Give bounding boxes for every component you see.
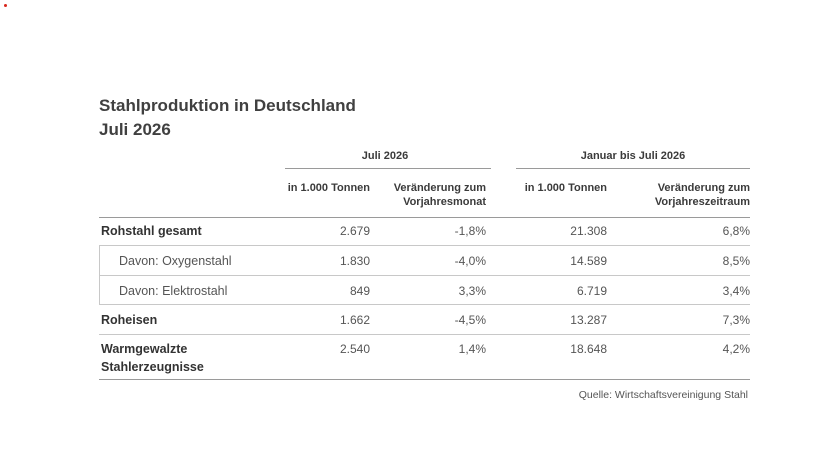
header-rule (99, 217, 750, 218)
row-divider (99, 334, 750, 335)
col-header-change-ytd-line1: Veränderung zum (657, 182, 750, 194)
row-label-roheisen: Roheisen (101, 313, 158, 327)
cell: 3,3% (458, 284, 486, 298)
cell: 3,4% (722, 284, 750, 298)
cell: 849 (349, 284, 370, 298)
cell: 2.540 (339, 342, 370, 356)
group-underline-month (285, 168, 491, 169)
col-header-change-ytd-line2: Vorjahreszeitraum (654, 196, 750, 208)
row-divider (99, 245, 750, 246)
row-label-warmgewalzte: Warmgewalzte Stahlerzeugnisse (101, 340, 204, 376)
col-header-change-ytd: Veränderung zum Vorjahreszeitraum (610, 181, 750, 209)
row-label-oxygenstahl: Davon: Oxygenstahl (119, 254, 232, 268)
cell: 6,8% (722, 224, 750, 238)
col-header-tonnes-month: in 1.000 Tonnen (287, 182, 370, 194)
group-underline-ytd (516, 168, 750, 169)
row-label-line2: Stahlerzeugnisse (101, 360, 204, 374)
row-divider (99, 304, 750, 305)
cell: -4,0% (454, 254, 486, 268)
cell: 4,2% (722, 342, 750, 356)
cell: 21.308 (570, 224, 607, 238)
col-header-tonnes-ytd: in 1.000 Tonnen (524, 182, 607, 194)
table-title: Stahlproduktion in Deutschland (99, 96, 356, 115)
cell: 1.830 (339, 254, 370, 268)
row-divider (99, 275, 750, 276)
cell: 1,4% (458, 342, 486, 356)
cell: 7,3% (722, 313, 750, 327)
col-header-change-month-line2: Vorjahresmonat (403, 196, 486, 208)
source-note: Quelle: Wirtschaftsvereinigung Stahl (578, 389, 748, 401)
cell: 18.648 (570, 342, 607, 356)
cell: 2.679 (339, 224, 370, 238)
cell: 1.662 (339, 313, 370, 327)
row-label-rohstahl: Rohstahl gesamt (101, 224, 202, 238)
row-label-line1: Warmgewalzte (101, 342, 188, 356)
cell: -1,8% (454, 224, 486, 238)
cell: 13.287 (570, 313, 607, 327)
corner-marker (4, 4, 7, 7)
row-label-elektrostahl: Davon: Elektrostahl (119, 284, 228, 298)
col-header-change-month: Veränderung zum Vorjahresmonat (370, 181, 486, 209)
table-bottom-rule (99, 379, 750, 380)
group-header-ytd: Januar bis Juli 2026 (580, 150, 686, 162)
cell: 14.589 (570, 254, 607, 268)
table-subtitle: Juli 2026 (99, 120, 171, 139)
cell: 8,5% (722, 254, 750, 268)
group-header-month: Juli 2026 (361, 150, 409, 162)
col-header-change-month-line1: Veränderung zum (393, 182, 486, 194)
cell: 6.719 (576, 284, 607, 298)
cell: -4,5% (454, 313, 486, 327)
